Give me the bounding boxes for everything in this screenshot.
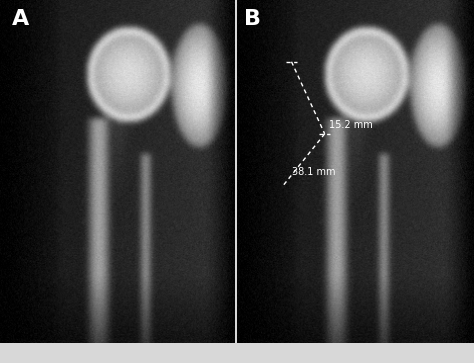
Text: A: A — [12, 9, 29, 29]
Text: B: B — [244, 9, 261, 29]
Text: 38.1 mm: 38.1 mm — [292, 167, 335, 176]
Text: 15.2 mm: 15.2 mm — [329, 120, 373, 130]
